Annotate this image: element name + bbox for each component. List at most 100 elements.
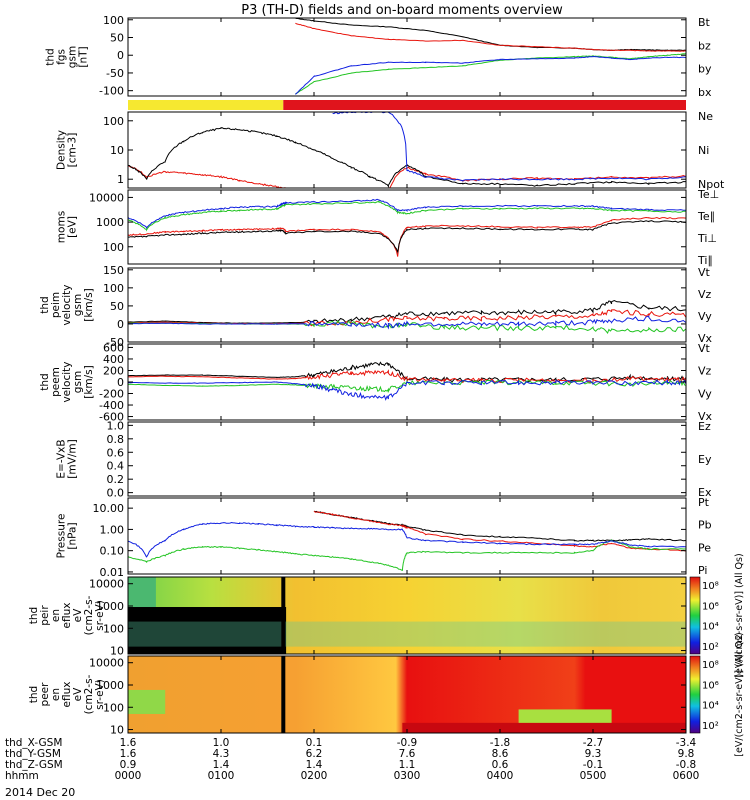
y-tick-label: 50 [110,300,124,313]
x-row-value: 0.1 [306,737,323,749]
y-tick-label: -50 [106,67,124,80]
series-Pb [313,510,687,552]
y-axis-label: eflux [61,603,73,629]
x-row-value: 1.4 [306,759,323,771]
x-row-value: 0000 [115,770,142,782]
panel-frame [127,421,687,497]
y-tick-label: 0.4 [107,460,125,473]
y-axis-label: [nT] [78,46,90,67]
y-tick-label: 1000 [96,216,124,229]
y-axis-label: sr-eV) [94,679,106,710]
y-axis-label: en [50,609,62,622]
series-Vt [127,299,687,325]
series-Ni [127,127,686,189]
figure-title: P3 (TH-D) fields and on-board moments ov… [241,3,563,18]
y-tick-label: 10000 [89,191,124,204]
legend-entry: Pb [698,519,712,532]
legend-entry: Vz [698,365,712,378]
spectrogram-gap [281,577,286,654]
y-axis-label: velocity [61,284,73,325]
y-tick-label: 1000 [96,600,124,613]
y-tick-label: 10.00 [93,502,125,515]
y-axis-label: (cm2-s- [83,674,95,714]
y-tick-label: 0.01 [100,566,125,579]
colorbar-tick-label: 10⁴ [702,701,719,712]
x-row-value: -2.7 [583,737,604,749]
colorbar-tick-label: 10⁶ [702,680,719,691]
series-Pi [127,521,687,558]
y-tick-label: 10000 [89,657,124,670]
x-row-value: -0.8 [676,759,697,771]
state-bar-segment [128,100,284,110]
y-tick-label: 0 [117,49,124,62]
y-tick-label: 100 [103,282,124,295]
y-axis-label: thd [45,48,57,65]
x-axis-labels: thd_X-GSM 1.6 1.0 0.1 -0.9 -1.8 -2.7 -3.4 thd_Y-… [5,737,699,782]
panel-pressure: 10.00 1.00 0.10 0.01 Pressure [nPa] Pt Pb Pe Pi [56,496,712,579]
x-row-value: -3.4 [676,737,697,749]
colorbar-tick-label: 10⁸ [702,660,719,671]
y-axis-label: [km/s] [83,365,95,399]
panel-peir_spec: 10⁸ 10⁶ 10⁴ 10² [eV/(cm2-s-sr-eV)] (All Qs) 1… [28,553,745,677]
y-tick-label: -50 [106,336,124,349]
y-tick-label: 10 [110,645,124,658]
colorbar-tick-label: 10² [702,642,719,653]
legend-entry: Vy [698,387,712,400]
legend-entry: Vx [698,332,713,345]
legend-entry: Ez [698,420,711,433]
y-tick-label: -400 [99,399,124,412]
y-axis-label: [mV/m] [67,439,79,478]
y-axis-label: thd [39,373,51,390]
y-tick-label: 0 [117,376,124,389]
x-row-value: 1.1 [399,759,416,771]
colorbar [689,576,701,655]
legend-entry: Vt [698,342,711,355]
x-row-value: 1.6 [120,748,137,760]
legend-entry: Vz [698,288,712,301]
y-tick-label: 10 [110,724,124,737]
x-row-label: thd_Z-GSM [5,759,63,771]
y-tick-label: 10000 [89,578,124,591]
series-Ti∥ [127,200,687,232]
x-row-value: -1.8 [490,737,511,749]
panel-fgs: 100 50 0 -50 -100 thd fgs gsm [nT] Bt bz by bx [45,14,712,99]
y-axis-label: [nPa] [67,522,79,549]
y-axis-label: [cm-3] [67,133,79,168]
legend-entry: Vy [698,310,712,323]
series-Te∥ [128,220,687,254]
y-tick-label: 100 [103,241,124,254]
series-by [295,53,687,95]
y-tick-label: 0.10 [100,545,125,558]
y-axis-label: [km/s] [83,288,95,322]
y-axis-label: thd [39,296,51,313]
y-axis-label: E=-VxB [56,439,68,478]
legend-entry: Te⊥ [697,188,719,201]
x-row-value: 1.6 [120,737,137,749]
y-tick-label: 0 [117,318,124,331]
y-tick-label: 0.8 [107,433,125,446]
x-row-value: 0300 [394,770,421,782]
spectrogram-band [128,621,686,647]
legend-entry: Vx [698,410,713,423]
colorbar-tick-label: 10⁴ [702,622,719,633]
panel-frame [127,497,687,575]
x-row-value: -0.1 [583,759,604,771]
y-tick-label: 100 [103,622,124,635]
panel-peer_spec: 10⁸ 10⁶ 10⁴ 10² [eV/(cm2-s-sr-eV)] (All Qs) 1… [28,632,745,756]
x-row-value: 0400 [487,770,514,782]
y-tick-label: -100 [99,85,124,98]
spectrogram-patch [518,709,612,723]
series-Vt [127,361,687,383]
y-axis-label: sr-eV) [94,600,106,631]
y-tick-label: 100 [103,115,124,128]
panel-frame [127,267,687,343]
legend-entry: Ni [698,144,709,157]
legend-entry: by [698,63,712,76]
y-axis-label: velocity [61,361,73,402]
colorbar-label: [eV/(cm2-s-sr-eV)] (All Qs) [734,632,745,756]
y-axis-label: en [50,688,62,701]
series-bx [295,55,687,95]
y-axis-label: [eV] [67,216,79,238]
